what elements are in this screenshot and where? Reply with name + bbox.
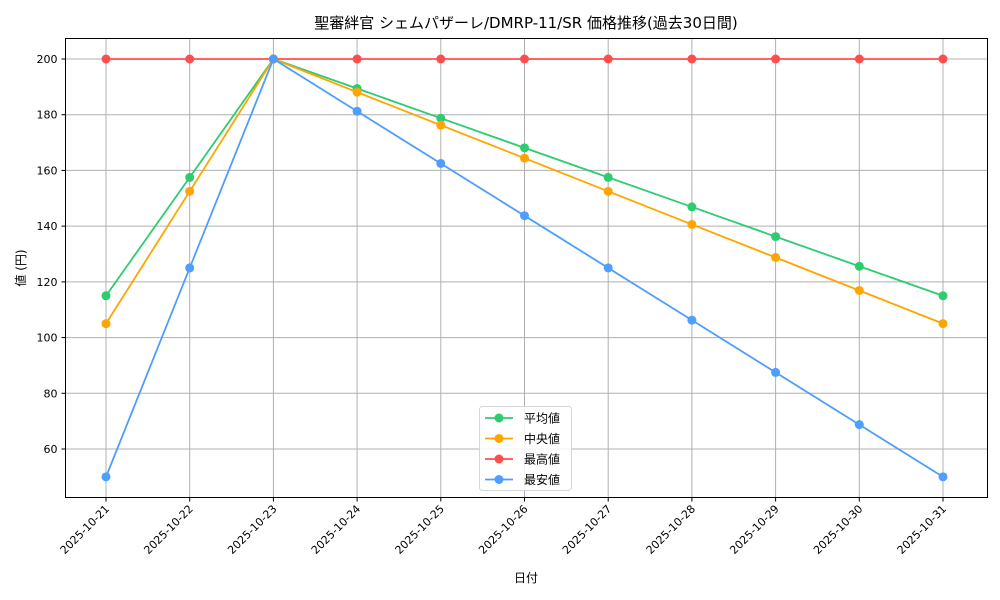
legend-box [479, 406, 572, 491]
x-tick-label: 2025-10-23 [225, 502, 279, 556]
data-point [520, 54, 529, 64]
data-point [352, 87, 362, 97]
data-point [771, 54, 781, 64]
x-tick-label: 2025-10-24 [309, 502, 363, 556]
legend-marker [494, 475, 504, 484]
legend-marker [494, 413, 504, 423]
x-tick-label: 2025-10-27 [560, 502, 614, 556]
data-point [687, 54, 697, 64]
data-point [436, 54, 446, 64]
data-point [938, 291, 948, 301]
data-point [938, 319, 948, 329]
data-point [520, 143, 529, 153]
x-tick-label: 2025-10-28 [644, 502, 698, 556]
data-point [603, 54, 613, 64]
data-point [938, 54, 948, 64]
data-point [603, 263, 613, 273]
series-lines [101, 54, 948, 482]
data-point [603, 172, 613, 182]
x-tick-label: 2025-10-31 [895, 502, 949, 556]
data-point [101, 472, 111, 482]
legend-label: 最高値 [524, 452, 560, 467]
data-point [185, 186, 195, 196]
data-point [854, 285, 864, 295]
x-axis-label: 日付 [514, 571, 538, 585]
y-tick-label: 140 [37, 220, 58, 233]
data-point [687, 315, 697, 325]
legend-marker [494, 454, 504, 464]
x-tick-label: 2025-10-29 [727, 502, 781, 556]
plot-frame [65, 38, 988, 498]
data-point [771, 252, 781, 262]
series-最高値 [101, 54, 948, 64]
data-point [185, 54, 195, 64]
data-point [268, 54, 278, 64]
y-tick-label: 120 [37, 276, 58, 289]
x-tick-label: 2025-10-21 [58, 502, 112, 556]
y-tick-label: 180 [37, 109, 58, 122]
data-point [854, 261, 864, 271]
x-tick-label: 2025-10-30 [811, 502, 865, 556]
legend-label: 平均値 [524, 411, 560, 426]
data-point [771, 367, 781, 377]
data-point [436, 113, 446, 123]
y-tick-label: 60 [44, 443, 58, 456]
y-tick-label: 100 [37, 332, 58, 345]
y-tick-label: 160 [37, 164, 58, 177]
y-tick-label: 80 [44, 387, 58, 400]
y-axis-ticks: 60 80 100 120 140 160 180 200 [37, 53, 66, 456]
data-point [352, 106, 362, 116]
data-point [101, 54, 111, 64]
data-point [854, 54, 864, 64]
y-axis-label: 値 (円) [13, 249, 28, 286]
data-point [185, 172, 195, 182]
data-point [436, 120, 446, 130]
legend-label: 中央値 [524, 431, 560, 446]
x-tick-label: 2025-10-25 [393, 502, 447, 556]
series-最安値 [101, 54, 948, 482]
data-point [436, 158, 446, 168]
data-point [101, 291, 111, 301]
data-point [771, 232, 781, 242]
data-point [185, 263, 195, 273]
series-中央値 [101, 54, 948, 329]
data-point [352, 54, 362, 64]
x-axis-ticks: 2025-10-21 2025-10-22 2025-10-23 2025-10-24… [58, 497, 949, 557]
legend-marker [494, 434, 504, 443]
data-point [101, 319, 111, 329]
grid-lines [65, 38, 988, 498]
chart-title: 聖審絆官 シェムパザーレ/DMRP-11/SR 価格推移(過去30日間) [314, 14, 738, 32]
data-point [520, 153, 529, 163]
data-point [854, 420, 864, 430]
x-tick-label: 2025-10-22 [141, 502, 195, 556]
legend-label: 最安値 [524, 472, 560, 487]
data-point [938, 472, 948, 482]
data-point [687, 202, 697, 212]
data-point [520, 211, 529, 221]
x-tick-label: 2025-10-26 [476, 502, 530, 556]
y-tick-label: 200 [37, 53, 58, 66]
data-point [603, 186, 613, 196]
data-point [687, 219, 697, 229]
